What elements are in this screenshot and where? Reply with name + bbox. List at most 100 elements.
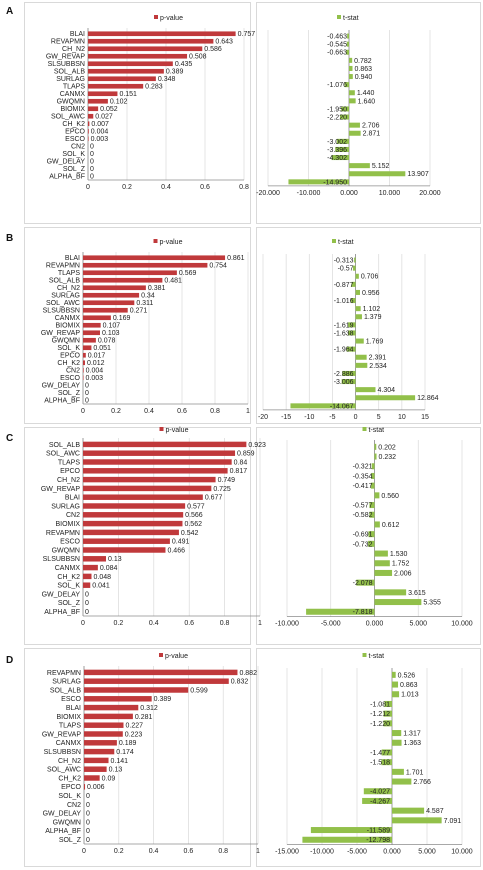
data-label: -14.067 — [330, 403, 354, 410]
data-label: -0.463 — [327, 33, 347, 40]
data-label: 5.355 — [423, 599, 441, 606]
bar — [83, 352, 86, 358]
data-label: -1.950 — [327, 106, 347, 113]
bar — [347, 330, 356, 336]
category-label: BIOMIX — [55, 323, 80, 330]
bar — [83, 285, 146, 291]
data-label: 0.817 — [230, 468, 248, 475]
data-label: 13.907 — [407, 171, 429, 178]
category-label: SOL_K — [58, 793, 81, 800]
legend-label: t-stat — [369, 427, 385, 434]
data-label: 0.956 — [362, 290, 380, 297]
bar — [346, 346, 356, 352]
data-label: 0.102 — [110, 99, 128, 106]
data-label: 0 — [86, 819, 90, 826]
bar — [84, 766, 107, 772]
data-label: 0.084 — [100, 565, 118, 572]
data-label: 0.542 — [181, 530, 199, 537]
data-label: 0.940 — [355, 74, 373, 81]
data-label: -0.577 — [353, 502, 373, 509]
data-label: 0.491 — [172, 539, 190, 546]
data-label: 0.107 — [103, 323, 121, 330]
tick-label: -5.000 — [321, 621, 341, 628]
tick-label: 0.4 — [149, 848, 159, 855]
data-label: 1.379 — [364, 314, 382, 321]
data-label: 0.754 — [209, 263, 227, 270]
p-value-chart: p-value 0.882 REVAPMN 0.832 SURLAG 0.599 SOL_A… — [42, 653, 260, 855]
category-label: CANMX — [55, 565, 81, 572]
data-label: 4.587 — [426, 808, 444, 815]
data-label: 2.766 — [413, 779, 431, 786]
tick-label: 0.8 — [239, 184, 249, 191]
data-label: 0 — [86, 837, 90, 844]
category-label: GWQMN — [57, 99, 85, 106]
legend-label: t-stat — [338, 239, 354, 246]
legend-swatch — [362, 427, 367, 431]
data-label: 0.757 — [238, 31, 256, 38]
tick-label: -10.000 — [275, 621, 299, 628]
data-label: 0 — [90, 159, 94, 166]
data-label: 2.706 — [362, 123, 380, 130]
tick-label: 10 — [398, 414, 406, 421]
panel-letter: B — [6, 233, 13, 244]
data-label: 0.481 — [164, 278, 182, 285]
tick-label: 0.4 — [161, 184, 171, 191]
bar — [347, 33, 349, 39]
tick-label: 0.000 — [383, 849, 401, 856]
bar — [374, 453, 377, 460]
category-label: CN2 — [66, 368, 80, 375]
bar — [83, 476, 216, 483]
category-label: SOL_K — [57, 583, 80, 590]
data-label: -0.877 — [334, 282, 354, 289]
chart-frame — [24, 2, 251, 224]
legend-swatch — [154, 15, 158, 19]
category-label: TLAPS — [58, 459, 81, 466]
bar — [83, 367, 84, 373]
category-label: CH_K2 — [62, 121, 85, 128]
legend-swatch — [159, 653, 163, 657]
tick-label: -10.000 — [310, 849, 334, 856]
legend-swatch — [153, 239, 158, 243]
bar — [392, 807, 425, 814]
bar — [374, 492, 380, 499]
bar — [349, 171, 406, 177]
category-label: BLAI — [70, 31, 85, 38]
data-label: -1.638 — [334, 330, 354, 337]
data-label: 1.530 — [390, 551, 408, 558]
data-label: 0.612 — [382, 522, 400, 529]
data-label: 2.006 — [394, 570, 412, 577]
bar — [83, 262, 208, 268]
data-label: 0.706 — [361, 274, 379, 281]
bar — [83, 441, 247, 448]
bar — [310, 827, 392, 834]
bar — [350, 298, 356, 304]
tick-label: 0 — [81, 620, 85, 627]
category-label: CH_N2 — [57, 285, 80, 292]
tick-label: 0.6 — [184, 848, 194, 855]
data-label: 0.782 — [354, 58, 372, 65]
bar — [381, 759, 392, 766]
bar — [83, 459, 232, 465]
bar — [368, 540, 375, 547]
bar — [342, 370, 356, 376]
bar — [83, 520, 183, 527]
data-label: 0.526 — [398, 672, 416, 679]
data-label: 0.041 — [92, 583, 110, 590]
bar — [83, 360, 85, 366]
data-label: 0.508 — [189, 54, 207, 61]
category-label: REVAPMN — [51, 39, 85, 46]
bar — [84, 696, 152, 702]
legend-swatch — [332, 239, 336, 243]
data-label: 0.169 — [113, 315, 131, 322]
category-label: GW_REVAP — [41, 486, 80, 493]
data-label: 0 — [85, 591, 89, 598]
bar — [349, 122, 360, 128]
panel-letter: D — [6, 655, 13, 666]
data-label: 0.007 — [91, 121, 109, 128]
bar — [83, 337, 96, 343]
data-label: 0.311 — [136, 300, 153, 307]
data-label: 12.864 — [417, 395, 439, 402]
tick-label: 0.4 — [149, 620, 159, 627]
bar — [331, 155, 349, 161]
bar — [355, 314, 362, 320]
